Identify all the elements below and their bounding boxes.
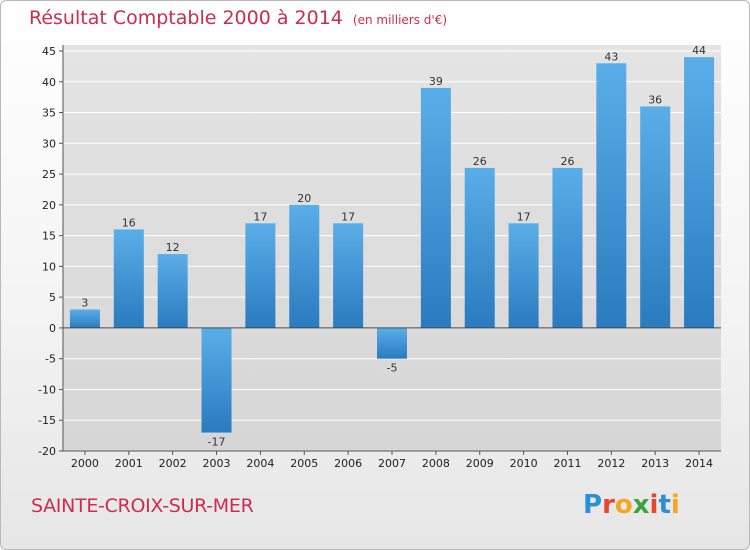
- x-tick-label: 2013: [641, 457, 669, 470]
- x-tick-label: 2007: [378, 457, 406, 470]
- data-label: 17: [253, 210, 267, 223]
- y-tick-label: -10: [38, 383, 56, 396]
- bar: [245, 223, 276, 328]
- y-tick-label: 45: [42, 45, 56, 58]
- y-tick-label: -15: [38, 414, 56, 427]
- data-label: 17: [517, 210, 531, 223]
- x-tick-label: 2014: [685, 457, 713, 470]
- bar: [596, 63, 627, 328]
- bar: [113, 229, 144, 328]
- x-tick-label: 2000: [71, 457, 99, 470]
- y-tick-label: 30: [42, 137, 56, 150]
- x-tick-label: 2012: [597, 457, 625, 470]
- y-tick-label: 15: [42, 230, 56, 243]
- y-tick-label: 25: [42, 168, 56, 181]
- y-tick-label: 20: [42, 199, 56, 212]
- logo-letter: t: [658, 490, 671, 520]
- y-tick-label: 10: [42, 260, 56, 273]
- x-tick-label: 2009: [466, 457, 494, 470]
- chart-title: Résultat Comptable 2000 à 2014: [29, 7, 343, 29]
- bar: [684, 57, 715, 328]
- chart-subtitle: (en milliers d'€): [352, 13, 448, 27]
- data-label: 43: [604, 50, 618, 63]
- bar: [69, 309, 100, 328]
- axes: [59, 45, 721, 455]
- y-tick-label: -5: [45, 353, 56, 366]
- bar: [333, 223, 364, 328]
- logo-letter: P: [583, 490, 603, 520]
- commune-name: SAINTE-CROIX-SUR-MER: [31, 495, 254, 517]
- bar: [420, 87, 451, 328]
- proxiti-logo: Proxiti: [583, 490, 680, 520]
- logo-letter: x: [632, 490, 650, 520]
- y-tick-label: 5: [49, 291, 56, 304]
- y-tick-label: 35: [42, 107, 56, 120]
- data-label: 3: [81, 296, 88, 309]
- bar: [157, 254, 188, 328]
- data-label: 44: [692, 44, 706, 57]
- data-label: 16: [122, 216, 136, 229]
- bar: [201, 327, 232, 433]
- data-label: 26: [560, 155, 574, 168]
- y-tick-label: 40: [42, 76, 56, 89]
- bar: [464, 167, 495, 328]
- data-label: 36: [648, 93, 662, 106]
- bars: [69, 57, 715, 433]
- labels: -20 -15 -10 -5 0 5 10 15 20 25 30 35 40 45 3 2000 16 2001…: [38, 44, 713, 470]
- x-tick-label: 2011: [553, 457, 581, 470]
- data-label: 39: [429, 75, 443, 88]
- data-label: 12: [166, 241, 180, 254]
- bar: [552, 167, 583, 328]
- title-row: Résultat Comptable 2000 à 2014 (en millie…: [29, 7, 447, 29]
- data-label: 17: [341, 210, 355, 223]
- x-tick-label: 2006: [334, 457, 362, 470]
- x-tick-label: 2005: [290, 457, 318, 470]
- bar: [377, 327, 407, 359]
- x-tick-label: 2003: [203, 457, 231, 470]
- y-tick-label: -20: [38, 445, 56, 458]
- x-tick-label: 2004: [246, 457, 274, 470]
- bar: [289, 204, 320, 328]
- logo-letter: r: [602, 490, 615, 520]
- logo-letter: i: [670, 490, 680, 520]
- data-label: -5: [387, 362, 398, 375]
- bar: [508, 223, 539, 328]
- y-tick-label: 0: [49, 322, 56, 335]
- data-label: 20: [297, 192, 311, 205]
- bar: [640, 106, 671, 328]
- logo-letter: o: [614, 490, 633, 520]
- x-tick-label: 2001: [115, 457, 143, 470]
- data-label: 26: [473, 155, 487, 168]
- x-tick-label: 2010: [510, 457, 538, 470]
- logo-letter: i: [649, 490, 659, 520]
- data-label: -17: [208, 436, 226, 449]
- x-tick-label: 2008: [422, 457, 450, 470]
- x-tick-label: 2002: [159, 457, 187, 470]
